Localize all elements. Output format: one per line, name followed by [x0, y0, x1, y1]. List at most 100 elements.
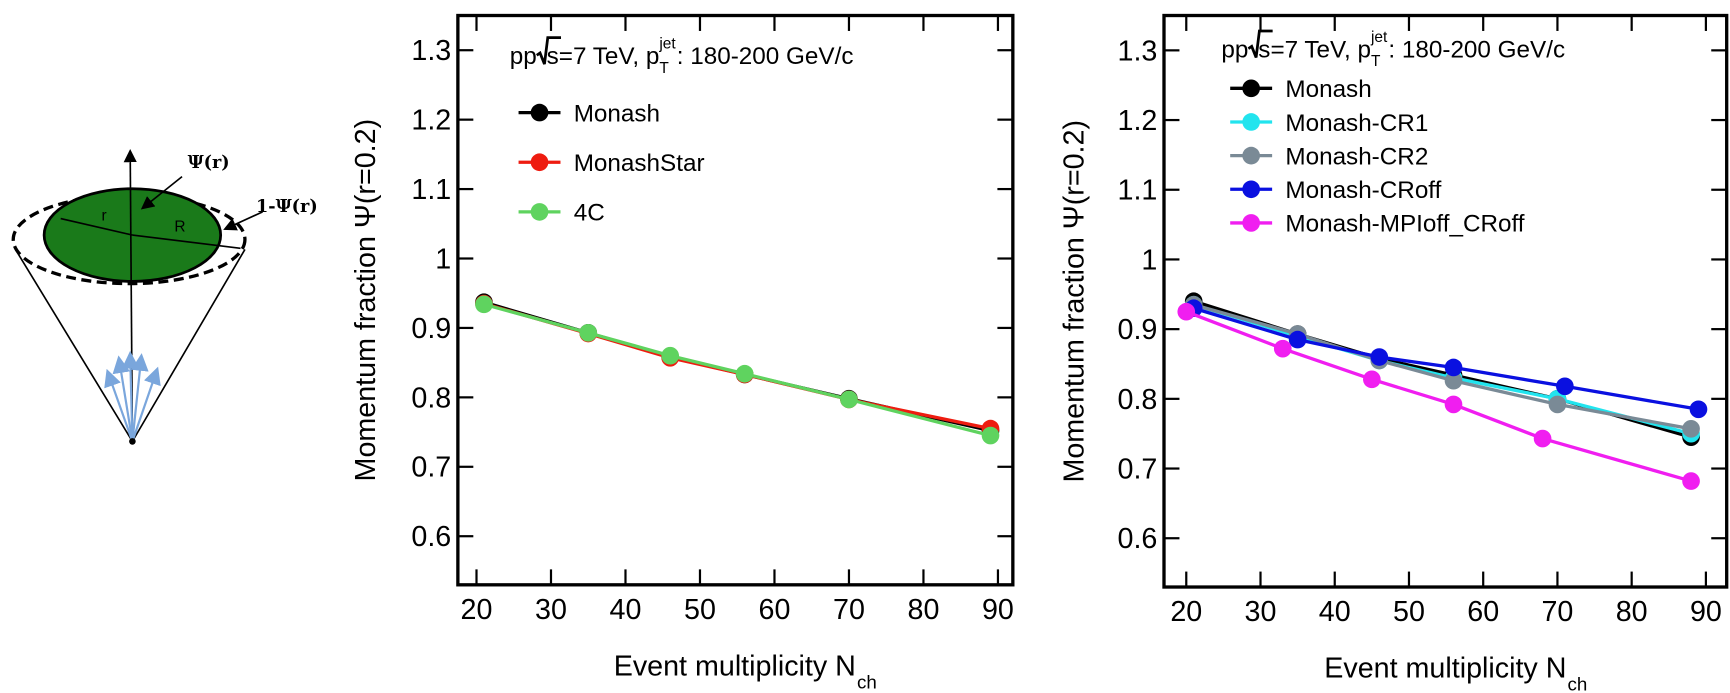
marker [1548, 395, 1567, 414]
legend-marker [1242, 214, 1260, 232]
y-tick-label: 0.7 [411, 452, 451, 484]
legend-label: MonashStar [574, 150, 705, 177]
marker [1444, 395, 1463, 414]
y-tick-label: 0.6 [411, 521, 451, 553]
marker [1682, 472, 1700, 490]
annotation-sup: jet [1370, 29, 1388, 46]
sqrt-sign [535, 36, 562, 65]
marker [735, 364, 754, 383]
marker [661, 346, 680, 365]
legend-label: Monash-MPIoff_CRoff [1285, 211, 1524, 238]
marker [475, 295, 493, 314]
x-axis-label: Event multiplicity N [614, 650, 856, 682]
marker [1288, 330, 1307, 349]
y-tick-label: 1.2 [411, 105, 451, 137]
annotation-text: pp [1221, 36, 1248, 63]
annotation-text: =7 TeV, p [1270, 36, 1371, 63]
marker [1556, 377, 1574, 396]
marker [981, 426, 1000, 445]
one-minus-psi-label: 1-Ψ(r) [256, 196, 318, 217]
legend-marker [1242, 113, 1260, 131]
annotation-text: pp [510, 43, 537, 70]
x-axis-label-sub: ch [1568, 674, 1588, 693]
marker [1444, 358, 1463, 377]
y-tick-label: 0.9 [411, 313, 451, 345]
marker [1273, 339, 1292, 358]
marker [579, 323, 598, 342]
marker [1444, 371, 1463, 390]
series-line [1193, 303, 1692, 431]
legend-label: Monash-CR2 [1285, 143, 1428, 170]
cone-edge [14, 248, 134, 442]
x-tick-label: 20 [461, 594, 493, 626]
marker [1370, 348, 1389, 366]
x-tick-label: 70 [1541, 596, 1573, 628]
y-tick-label: 1.1 [411, 174, 451, 206]
x-axis-label-sub: ch [857, 672, 877, 693]
marker [840, 390, 858, 409]
legend-label: Monash [1285, 76, 1371, 103]
x-tick-label: 70 [833, 594, 865, 626]
legend-marker [1242, 180, 1260, 199]
series-line [483, 302, 991, 438]
radius-r [60, 217, 133, 236]
x-tick-label: 80 [908, 594, 940, 626]
x-tick-label: 50 [684, 594, 716, 626]
radius-R [132, 234, 241, 250]
x-tick-label: 40 [1319, 596, 1351, 628]
R-label: R [174, 219, 185, 236]
cone-edge [131, 248, 246, 442]
chart: 0.6 0.7 0.8 0.9 1 1.1 1.2 1.3 20 30 40 50 60 70 80 90 Mo… [350, 13, 1015, 693]
particles [104, 350, 161, 442]
x-tick-label: 20 [1170, 596, 1202, 628]
x-tick-label: 60 [759, 594, 791, 626]
y-tick-label: 1 [435, 243, 451, 275]
annotation-sub: T [1371, 53, 1381, 70]
annotation-sub: T [659, 60, 669, 77]
legend-label: Monash-CR1 [1285, 110, 1428, 137]
x-tick-label: 90 [1690, 596, 1722, 628]
y-axis-label: Momentum fraction Ψ(r=0.2) [350, 119, 382, 482]
y-tick-label: 0.7 [1118, 453, 1158, 485]
marker [1363, 370, 1381, 389]
annotation-text: : 180-200 GeV/c [1388, 36, 1565, 63]
marker [1682, 419, 1700, 438]
series-line [1185, 310, 1692, 483]
x-tick-label: 30 [535, 594, 567, 626]
legend-label: Monash [574, 100, 660, 127]
psi-pointer [140, 175, 183, 210]
legend-marker [530, 203, 549, 221]
marker [1533, 429, 1552, 448]
annotation-text: =7 TeV, p [559, 43, 660, 70]
x-tick-label: 90 [982, 594, 1014, 626]
x-tick-label: 30 [1245, 596, 1277, 628]
y-tick-label: 1.2 [1118, 105, 1158, 137]
marker [1689, 400, 1708, 419]
x-tick-label: 50 [1393, 596, 1425, 628]
marker [1177, 302, 1196, 321]
plot-frame [456, 13, 1015, 587]
annotation-text: s [1258, 36, 1270, 63]
chart: 0.6 0.7 0.8 0.9 1 1.1 1.2 1.3 20 30 40 50 60 70 80 90 Mo… [1058, 13, 1729, 693]
y-tick-label: 0.8 [1118, 384, 1158, 416]
one-minus-psi-pointer [223, 211, 263, 231]
y-axis-label: Momentum fraction Ψ(r=0.2) [1058, 120, 1090, 483]
annotation-text: : 180-200 GeV/c [677, 43, 854, 70]
y-tick-label: 1.1 [1118, 175, 1158, 207]
x-tick-label: 80 [1616, 596, 1648, 628]
legend-marker [530, 153, 549, 172]
psi-label: Ψ(r) [188, 152, 230, 173]
annotation-text: s [547, 43, 559, 70]
y-tick-label: 0.6 [1118, 523, 1158, 555]
legend-marker [1242, 146, 1260, 165]
series-line [1193, 306, 1699, 411]
y-tick-label: 1.3 [411, 35, 451, 67]
cone-diagram: Ψ(r) 1-Ψ(r) r R [11, 149, 318, 445]
y-tick-label: 0.9 [1118, 314, 1158, 346]
y-tick-label: 1.3 [1118, 35, 1158, 67]
x-tick-label: 40 [610, 594, 642, 626]
y-tick-label: 0.8 [411, 382, 451, 414]
y-tick-label: 1 [1141, 244, 1157, 276]
annotation-sup: jet [658, 36, 676, 53]
legend-marker [530, 103, 549, 122]
